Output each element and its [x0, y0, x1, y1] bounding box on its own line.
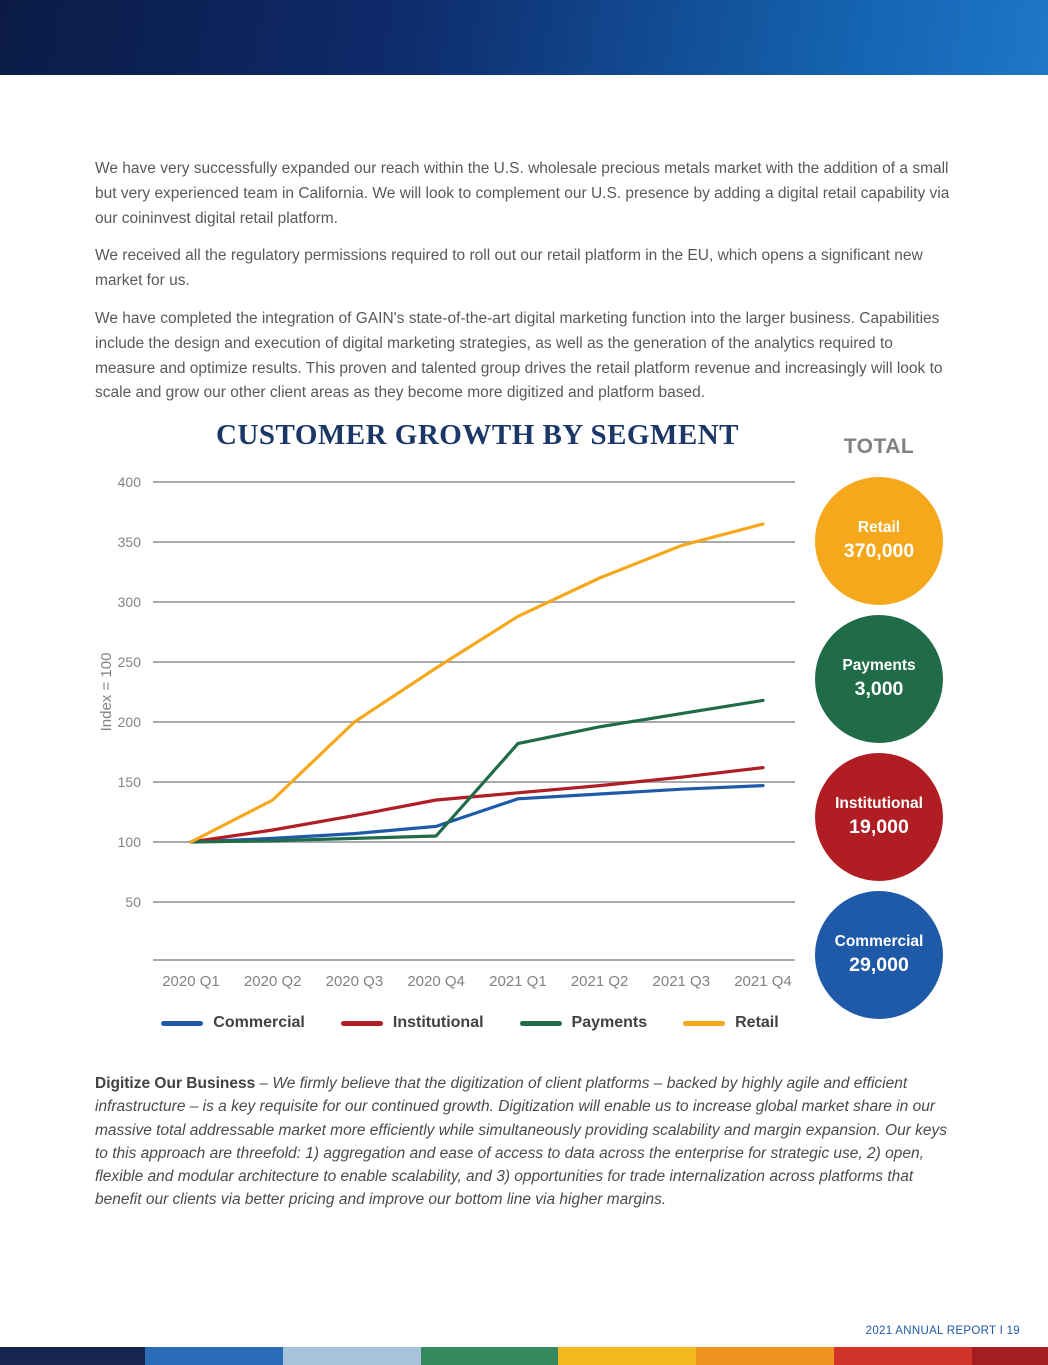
svg-text:200: 200	[118, 714, 142, 730]
legend-label-commercial: Commercial	[213, 1014, 305, 1032]
legend-swatch-retail	[683, 1020, 726, 1026]
footer-bar-segment-5	[558, 1347, 697, 1365]
total-circle-institutional: Institutional 19,000	[815, 753, 943, 882]
paragraph-gain-integration: We have completed the integration of GAI…	[95, 309, 943, 402]
legend-item-institutional: Institutional	[340, 1014, 484, 1032]
totals-heading: TOTAL	[843, 435, 915, 459]
paragraph-expansion: We have very successfully expanded our r…	[95, 160, 950, 227]
footer-color-bar	[0, 1347, 1048, 1365]
legend-swatch-payments	[519, 1020, 562, 1026]
total-circle-retail: Retail 370,000	[815, 477, 943, 606]
page-number-footer: 2021 ANNUAL REPORT I 19	[865, 1325, 1020, 1337]
chart-legend: Commercial Institutional Payments Retail	[95, 1014, 805, 1032]
digitize-lead: Digitize Our Business	[95, 1075, 256, 1093]
legend-item-commercial: Commercial	[161, 1014, 305, 1032]
header-band	[0, 0, 1048, 75]
total-label-retail: Retail	[857, 518, 901, 536]
total-label-institutional: Institutional	[835, 794, 923, 812]
total-label-payments: Payments	[842, 656, 916, 674]
svg-text:Index = 100: Index = 100	[98, 653, 115, 732]
svg-text:150: 150	[118, 774, 142, 790]
paragraph-digitize: Digitize Our Business – We firmly believ…	[95, 1072, 953, 1212]
svg-text:350: 350	[118, 534, 142, 550]
svg-text:50: 50	[125, 894, 141, 910]
svg-text:2021 Q1: 2021 Q1	[489, 973, 547, 990]
svg-text:250: 250	[118, 654, 142, 670]
svg-text:400: 400	[118, 474, 142, 490]
total-value-commercial: 29,000	[849, 954, 909, 977]
svg-text:2020 Q4: 2020 Q4	[407, 973, 465, 990]
svg-text:2021 Q2: 2021 Q2	[571, 973, 629, 990]
footer-bar-segment-2	[144, 1347, 283, 1365]
total-circle-payments: Payments 3,000	[815, 615, 943, 744]
footer-bar-segment-8	[972, 1347, 1048, 1365]
legend-label-retail: Retail	[735, 1014, 779, 1032]
svg-text:2020 Q1: 2020 Q1	[162, 973, 220, 990]
footer-bar-segment-7	[834, 1347, 973, 1365]
footer-bar-segment-6	[696, 1347, 835, 1365]
total-value-retail: 370,000	[843, 540, 915, 563]
svg-text:100: 100	[118, 834, 142, 850]
legend-item-retail: Retail	[683, 1014, 779, 1032]
footer-bar-segment-4	[420, 1347, 559, 1365]
totals-column: TOTAL Retail 370,000 Payments 3,000 Inst…	[805, 419, 953, 1029]
customer-growth-chart: 50 100 150 200 250 300 350 400 2020 Q1 2020 Q2 202…	[98, 474, 795, 990]
chart-column: CUSTOMER GROWTH BY SEGMENT 50 100 150 200 25…	[95, 419, 805, 1032]
chart-title: CUSTOMER GROWTH BY SEGMENT	[216, 419, 739, 452]
legend-swatch-institutional	[340, 1020, 383, 1026]
legend-label-payments: Payments	[571, 1014, 648, 1032]
digitize-text: – We firmly believe that the digitizatio…	[95, 1075, 948, 1209]
legend-item-payments: Payments	[519, 1014, 648, 1032]
svg-text:2021 Q4: 2021 Q4	[734, 973, 792, 990]
svg-text:2021 Q3: 2021 Q3	[653, 973, 711, 990]
footer-bar-segment-3	[282, 1347, 421, 1365]
page-content: We have very successfully expanded our r…	[0, 75, 1048, 1212]
legend-swatch-commercial	[161, 1020, 204, 1026]
legend-label-institutional: Institutional	[392, 1014, 484, 1032]
total-circle-commercial: Commercial 29,000	[815, 891, 943, 1020]
total-value-payments: 3,000	[854, 678, 904, 701]
paragraph-regulatory: We received all the regulatory permissio…	[95, 247, 923, 290]
total-label-commercial: Commercial	[834, 932, 924, 950]
footer-bar-segment-1	[0, 1347, 145, 1365]
svg-text:2020 Q2: 2020 Q2	[244, 973, 302, 990]
chart-section: CUSTOMER GROWTH BY SEGMENT 50 100 150 200 25…	[95, 419, 953, 1032]
total-value-institutional: 19,000	[849, 816, 909, 839]
svg-text:300: 300	[118, 594, 142, 610]
svg-text:2020 Q3: 2020 Q3	[326, 973, 384, 990]
